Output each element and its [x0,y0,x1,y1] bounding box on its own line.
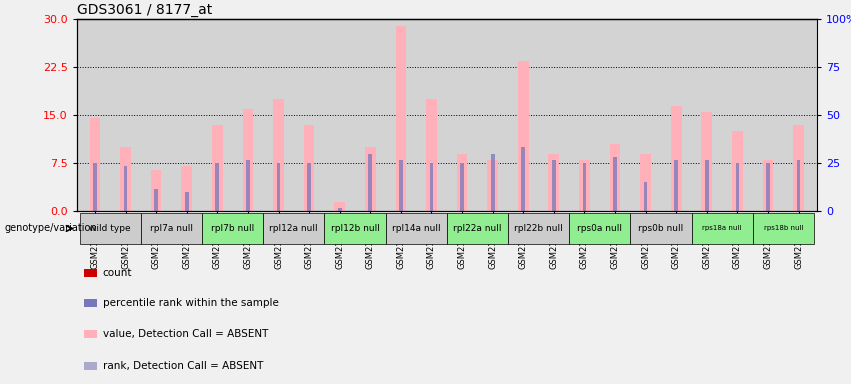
Bar [84,299,97,307]
Bar [243,109,254,211]
Text: GDS3061 / 8177_at: GDS3061 / 8177_at [77,3,212,17]
FancyBboxPatch shape [447,213,508,244]
Text: rpl22b null: rpl22b null [514,224,563,233]
Bar [735,163,740,211]
FancyBboxPatch shape [753,213,814,244]
Bar [522,147,525,211]
Bar [399,160,403,211]
FancyBboxPatch shape [80,213,140,244]
Bar [273,99,284,211]
Text: rpl12b null: rpl12b null [330,224,380,233]
Bar [84,362,97,370]
Text: count: count [102,268,132,278]
Bar [549,154,559,211]
Bar [579,160,590,211]
Bar [84,269,97,277]
Text: wild type: wild type [89,224,131,233]
FancyBboxPatch shape [631,213,692,244]
FancyBboxPatch shape [508,213,569,244]
Bar [93,163,97,211]
Bar [732,131,743,211]
Bar [426,99,437,211]
Bar [614,157,617,211]
Bar [215,163,220,211]
Bar [766,163,770,211]
FancyBboxPatch shape [324,213,386,244]
Bar [797,160,801,211]
Bar [671,106,682,211]
FancyBboxPatch shape [140,213,202,244]
Bar [644,182,648,211]
Bar [705,160,709,211]
Text: rank, Detection Call = ABSENT: rank, Detection Call = ABSENT [102,361,263,371]
Bar [640,154,651,211]
Bar [518,61,528,211]
Bar [84,331,97,338]
Text: rps18b null: rps18b null [763,225,803,232]
Bar [762,160,774,211]
Bar [89,118,100,211]
Bar [365,147,375,211]
Bar [368,154,372,211]
Bar [246,160,249,211]
Bar [674,160,678,211]
Bar [430,163,433,211]
FancyBboxPatch shape [569,213,631,244]
Text: rpl12a null: rpl12a null [270,224,318,233]
Bar [181,166,192,211]
Bar [491,154,494,211]
Bar [457,154,467,211]
Bar [701,112,712,211]
Bar [123,166,128,211]
Text: rpl22a null: rpl22a null [453,224,501,233]
Bar [334,202,345,211]
FancyBboxPatch shape [263,213,324,244]
Text: rps18a null: rps18a null [702,225,742,232]
Text: genotype/variation: genotype/variation [4,223,97,233]
Bar [338,208,341,211]
Bar [185,192,189,211]
Bar [609,144,620,211]
Text: value, Detection Call = ABSENT: value, Detection Call = ABSENT [102,329,268,339]
Bar [304,125,315,211]
FancyBboxPatch shape [386,213,447,244]
Text: rpl14a null: rpl14a null [391,224,441,233]
Bar [488,160,498,211]
Bar [552,160,556,211]
FancyBboxPatch shape [692,213,753,244]
Bar [212,125,223,211]
Bar [793,125,804,211]
Text: percentile rank within the sample: percentile rank within the sample [102,298,278,308]
Text: rpl7b null: rpl7b null [211,224,254,233]
Bar [307,163,311,211]
Bar [460,163,464,211]
Bar [396,26,406,211]
FancyBboxPatch shape [202,213,263,244]
Text: rpl7a null: rpl7a null [150,224,193,233]
Bar [154,189,158,211]
Bar [151,170,162,211]
Text: rps0b null: rps0b null [638,224,683,233]
Bar [583,163,586,211]
Bar [277,163,280,211]
Text: rps0a null: rps0a null [577,224,622,233]
Bar [120,147,131,211]
